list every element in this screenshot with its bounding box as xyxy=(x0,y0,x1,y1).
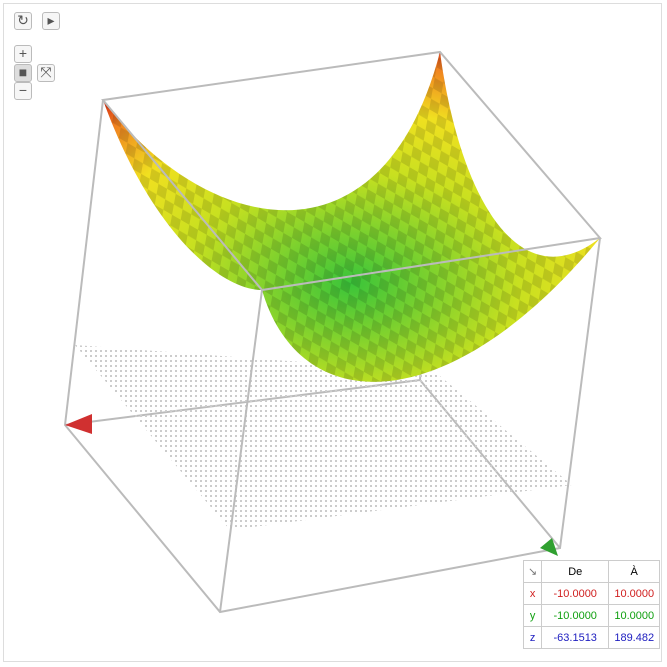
axis-name: z xyxy=(522,626,543,649)
range-value: 10.0000 xyxy=(608,604,661,627)
y-axis-arrow xyxy=(540,538,558,556)
range-value: 189.482 xyxy=(608,626,661,649)
box-front xyxy=(63,50,602,614)
range-value: -10.0000 xyxy=(541,582,610,605)
frame xyxy=(3,3,662,662)
header: De xyxy=(541,560,610,583)
range-value: 10.0000 xyxy=(608,582,661,605)
corner: ↘ xyxy=(522,560,543,583)
zoom-out-button[interactable]: − xyxy=(14,82,32,100)
range-value: -63.1513 xyxy=(541,626,610,649)
play-button[interactable]: ▸ xyxy=(42,12,60,30)
x-axis-arrow xyxy=(65,414,92,434)
zoom-in-button[interactable]: + xyxy=(14,45,32,63)
axes-button[interactable]: ⤧ xyxy=(37,64,55,82)
camera-button[interactable]: ■ xyxy=(14,64,32,82)
range-value: -10.0000 xyxy=(541,604,610,627)
range-table: ↘ De À x -10.0000 10.0000 y -10.0000 10.0000 z… xyxy=(522,560,661,649)
axis-name: x xyxy=(522,582,543,605)
surface-shading xyxy=(103,52,600,382)
header: À xyxy=(608,560,661,583)
reset-button[interactable]: ↻ xyxy=(14,12,32,30)
xy-plane xyxy=(75,345,572,530)
axis-name: y xyxy=(522,604,543,627)
